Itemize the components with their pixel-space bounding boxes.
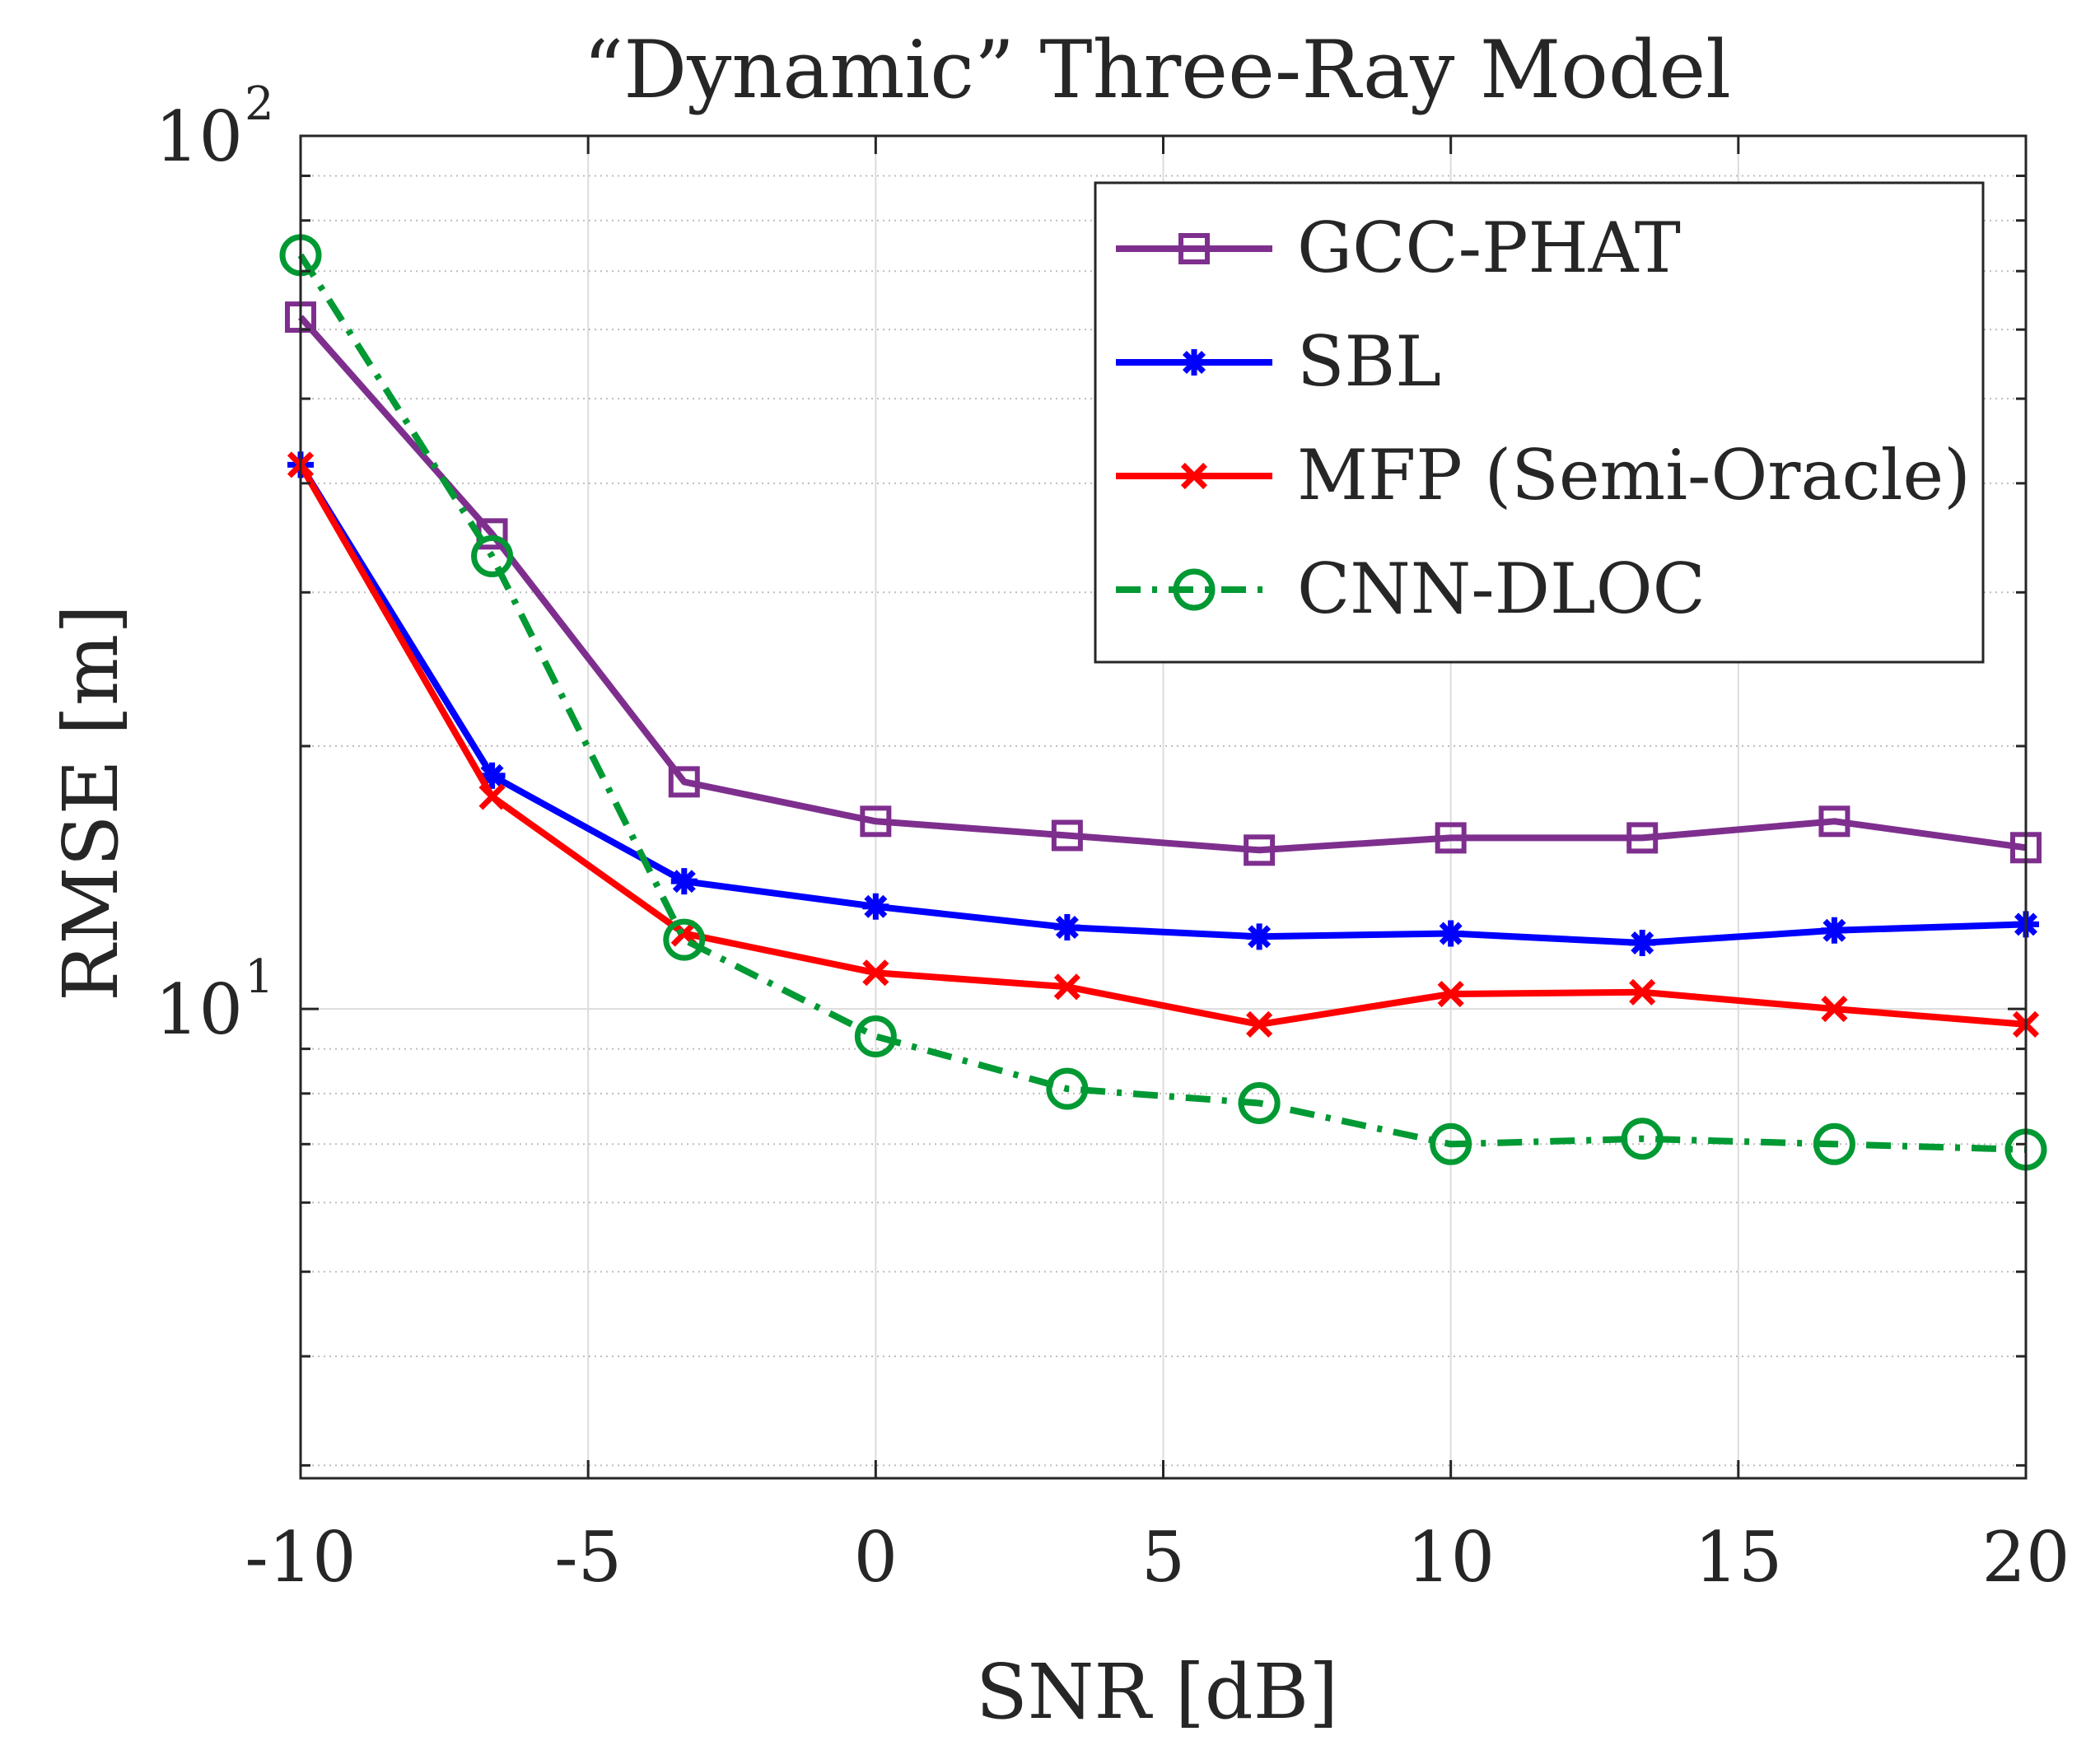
legend: GCC-PHAT SBL MFP (Semi-Oracle) CNN-DLOC: [1094, 181, 1985, 664]
y-tick-label: 10 2: [155, 77, 274, 177]
data-point-asterisk: [670, 868, 698, 895]
legend-label: CNN-DLOC: [1297, 548, 1706, 629]
x-tick-label: 15: [1694, 1517, 1782, 1598]
y-tick-base: 10: [155, 969, 243, 1050]
asterisk-stroke: [864, 894, 888, 918]
x-tick-label: -5: [554, 1517, 622, 1598]
data-point-circle: [1621, 1118, 1664, 1160]
data-point-asterisk: [1246, 923, 1273, 950]
legend-label: SBL: [1297, 321, 1441, 402]
data-point-x: [1180, 462, 1208, 490]
asterisk-stroke: [1183, 351, 1206, 374]
data-point-circle: [471, 534, 514, 577]
asterisk-stroke: [1631, 931, 1654, 955]
asterisk-stroke: [672, 870, 696, 894]
data-point-square: [1626, 822, 1659, 854]
x-marker-stroke: [1629, 978, 1656, 1006]
data-point-asterisk: [1437, 920, 1464, 947]
data-point-asterisk: [1181, 349, 1207, 376]
data-point-square: [1178, 233, 1210, 264]
data-point-square: [668, 766, 700, 798]
legend-label: GCC-PHAT: [1297, 208, 1681, 288]
asterisk-stroke: [1439, 922, 1463, 945]
data-point-square: [860, 805, 892, 838]
legend-entry: CNN-DLOC: [1116, 548, 1706, 629]
x-marker-stroke: [862, 959, 889, 987]
data-point-square: [1435, 822, 1467, 854]
data-point-circle: [854, 1015, 897, 1058]
x-tick-label: -10: [245, 1517, 356, 1598]
y-axis-label: RMSE [m]: [47, 604, 135, 1001]
series-cnn-dloc: [279, 234, 2047, 1171]
x-marker-stroke: [1053, 973, 1080, 1001]
series-line: [298, 315, 2027, 854]
series-line: [297, 463, 2027, 946]
asterisk-stroke: [1248, 925, 1272, 949]
data-point-x: [1437, 980, 1464, 1008]
axes-frame: [299, 134, 2028, 1480]
data-point-circle: [663, 918, 706, 961]
series-mfp-semi-oracle-: [287, 451, 2040, 1038]
x-axis-label: SNR [dB]: [976, 1648, 1338, 1736]
data-point-x: [1629, 978, 1656, 1006]
x-tick-label: 10: [1407, 1517, 1495, 1598]
data-point-circle: [1046, 1067, 1089, 1110]
legend-entry: MFP (Semi-Oracle): [1116, 435, 1971, 516]
data-point-circle: [1430, 1122, 1472, 1165]
data-point-square: [1051, 819, 1083, 852]
legend-entry: GCC-PHAT: [1116, 208, 1681, 288]
data-point-x: [1053, 973, 1080, 1001]
legend-entry: SBL: [1116, 321, 1441, 402]
chart-title: “Dynamic” Three-Ray Model: [583, 24, 1731, 116]
asterisk-stroke: [1055, 916, 1079, 940]
data-point-square: [1818, 805, 1850, 838]
data-point-asterisk: [1821, 917, 1848, 944]
data-point-x: [862, 959, 889, 987]
data-point-asterisk: [1629, 930, 1656, 957]
y-tick-label: 10 1: [155, 950, 274, 1050]
data-point-asterisk: [1053, 914, 1080, 941]
legend-box: [1094, 181, 1985, 664]
y-tick-base: 10: [155, 96, 243, 177]
data-point-square: [1244, 834, 1276, 866]
x-marker-stroke: [1437, 980, 1464, 1008]
data-point-circle: [1238, 1081, 1281, 1124]
data-point-asterisk: [862, 893, 889, 920]
asterisk-stroke: [1822, 918, 1846, 942]
legend-label: MFP (Semi-Oracle): [1297, 435, 1971, 516]
x-marker-stroke: [478, 783, 506, 810]
x-marker-stroke: [1821, 996, 1848, 1023]
y-tick-exponent: 1: [245, 950, 274, 1004]
data-point-x: [478, 783, 506, 810]
y-tick-exponent: 2: [245, 77, 274, 131]
data-point-circle: [1173, 568, 1216, 611]
x-tick-label: 5: [1141, 1517, 1185, 1598]
series-line: [297, 463, 2027, 1028]
data-point-circle: [1813, 1122, 1855, 1165]
data-point-x: [1246, 1010, 1273, 1038]
x-tick-label: 20: [1982, 1517, 2070, 1598]
series-layer: [279, 234, 2047, 1171]
x-tick-label: 0: [854, 1517, 898, 1598]
x-marker-stroke: [1180, 462, 1208, 490]
data-point-x: [1821, 996, 1848, 1023]
x-marker-stroke: [1246, 1010, 1273, 1038]
